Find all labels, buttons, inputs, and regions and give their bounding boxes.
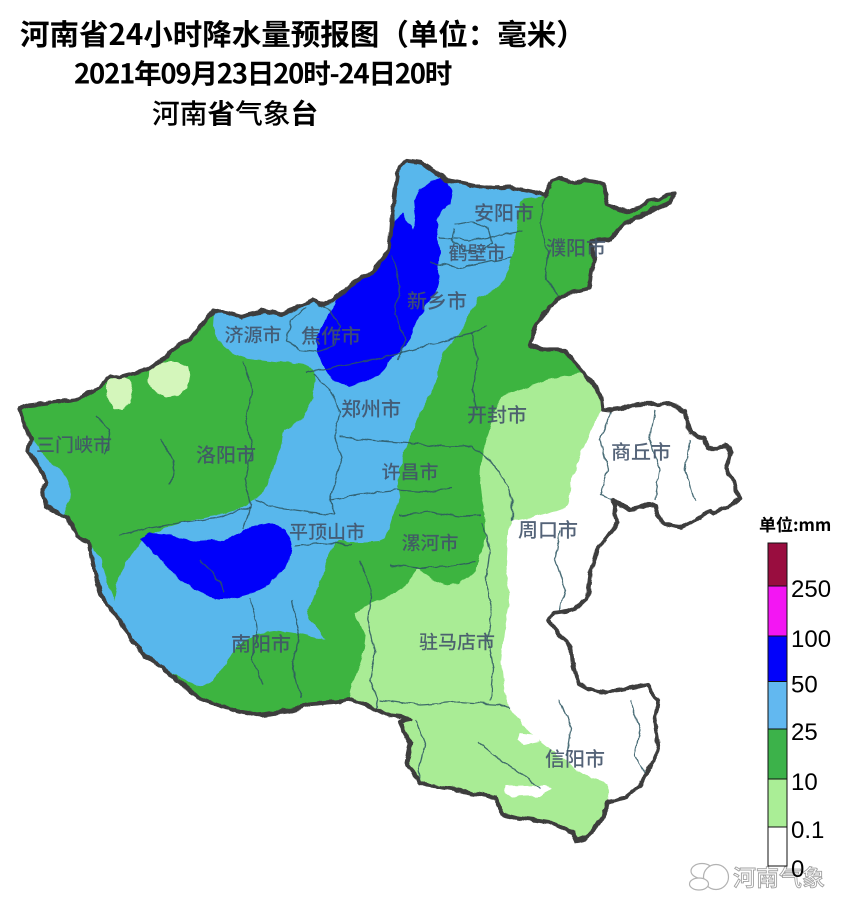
svg-text:10: 10 — [791, 769, 818, 796]
svg-text:100: 100 — [791, 626, 831, 653]
svg-text:0.1: 0.1 — [791, 817, 824, 844]
svg-text:50: 50 — [791, 672, 818, 699]
svg-text:250: 250 — [791, 576, 831, 603]
svg-text:25: 25 — [791, 719, 818, 746]
svg-text:0: 0 — [791, 856, 804, 883]
